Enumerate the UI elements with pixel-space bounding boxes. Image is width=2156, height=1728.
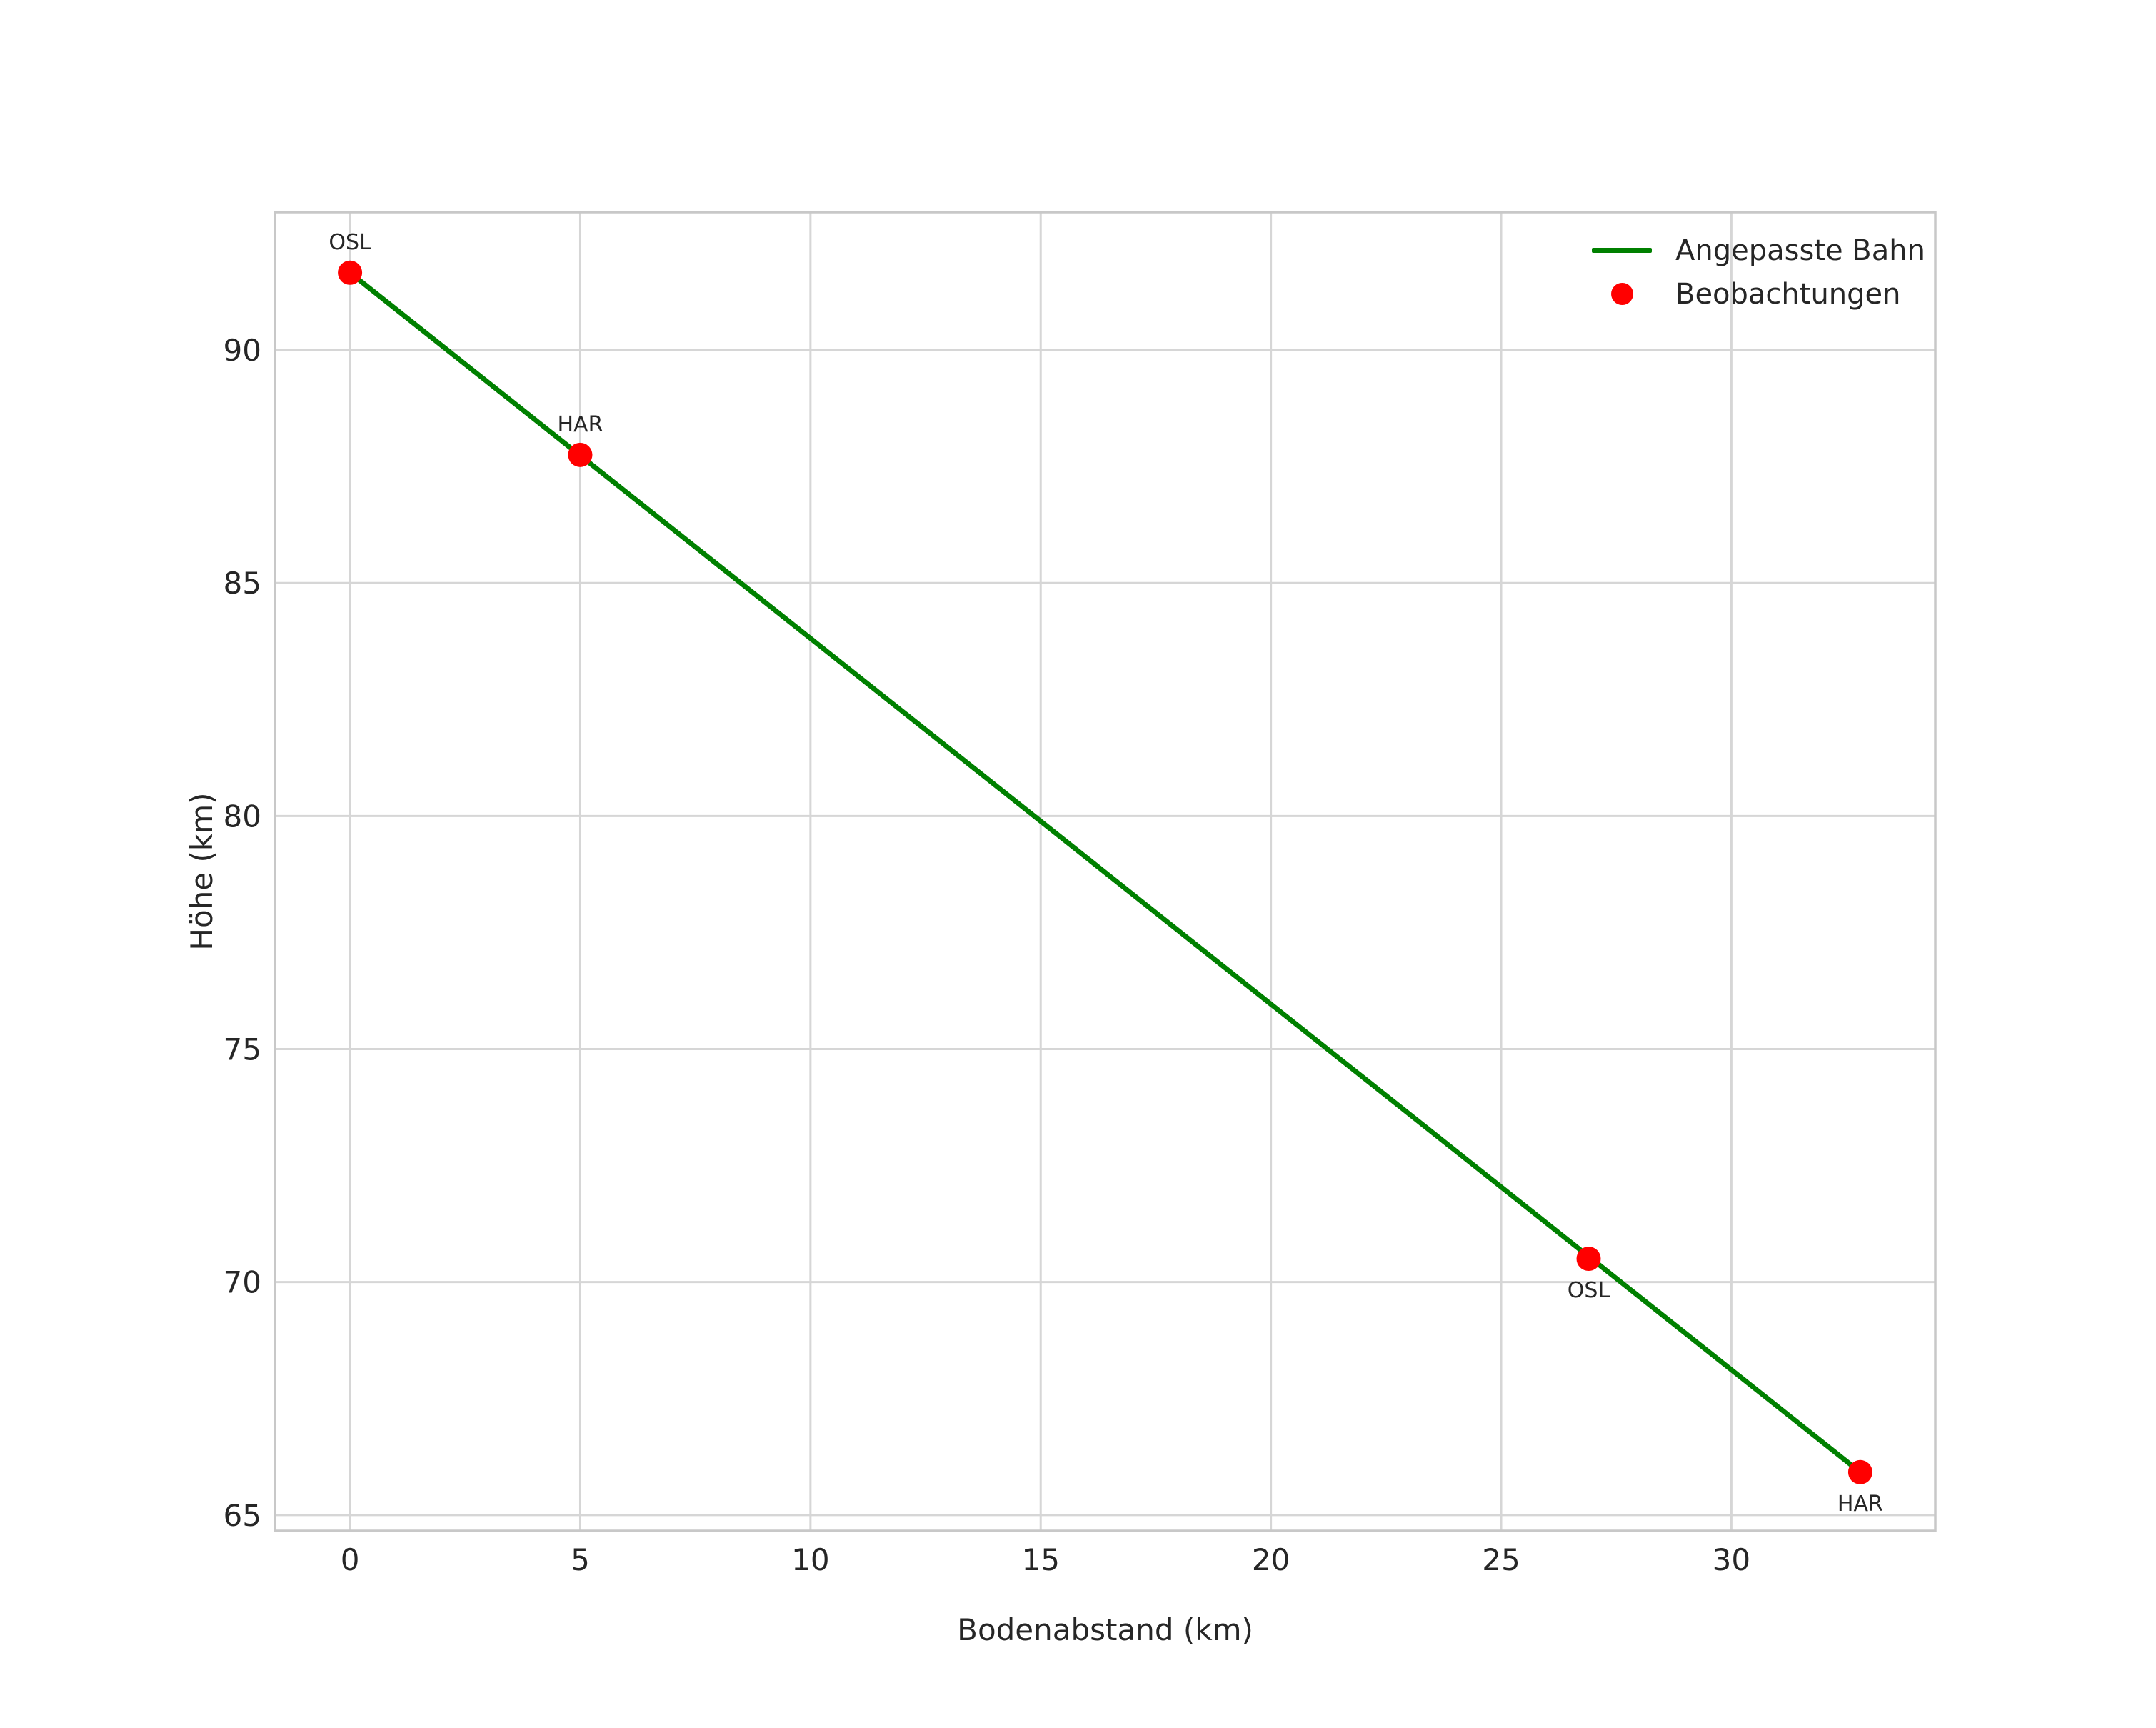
y-tick-label: 85 (224, 566, 261, 601)
legend-label-fitted-line: Angepasste Bahn (1675, 234, 1925, 267)
y-tick-label: 90 (224, 333, 261, 368)
y-tick-label: 80 (224, 799, 261, 834)
observation-point (338, 260, 363, 285)
x-tick-label: 5 (571, 1542, 590, 1577)
observation-point (1847, 1459, 1872, 1484)
x-axis-title: Bodenabstand (km) (957, 1612, 1253, 1647)
x-tick-label: 20 (1252, 1542, 1290, 1577)
legend-item-fitted-line: Angepasste Bahn (1580, 229, 1925, 272)
plot-border (274, 211, 1937, 1532)
point-label: OSL (1568, 1278, 1610, 1303)
legend-label-observations: Beobachtungen (1675, 277, 1901, 311)
x-tick-label: 0 (341, 1542, 360, 1577)
y-tick-label: 70 (224, 1265, 261, 1300)
legend: Angepasste Bahn Beobachtungen (1580, 229, 1925, 316)
point-label: OSL (329, 230, 371, 255)
observation-point (568, 442, 593, 467)
dot-swatch-icon (1610, 283, 1633, 305)
x-tick-label: 10 (791, 1542, 829, 1577)
legend-handle (1580, 283, 1664, 305)
observation-point (1576, 1247, 1601, 1272)
x-tick-label: 30 (1713, 1542, 1750, 1577)
fitted-line (347, 270, 1863, 1475)
point-label: HAR (1837, 1492, 1883, 1517)
x-tick-label: 25 (1482, 1542, 1520, 1577)
y-axis-title: Höhe (km) (184, 792, 219, 951)
y-tick-label: 65 (224, 1498, 261, 1533)
legend-item-observations: Beobachtungen (1580, 272, 1925, 316)
point-label: HAR (558, 412, 603, 437)
y-tick-label: 75 (224, 1032, 261, 1067)
line-swatch-icon (1592, 248, 1652, 253)
x-tick-label: 15 (1022, 1542, 1060, 1577)
legend-handle (1580, 248, 1664, 253)
